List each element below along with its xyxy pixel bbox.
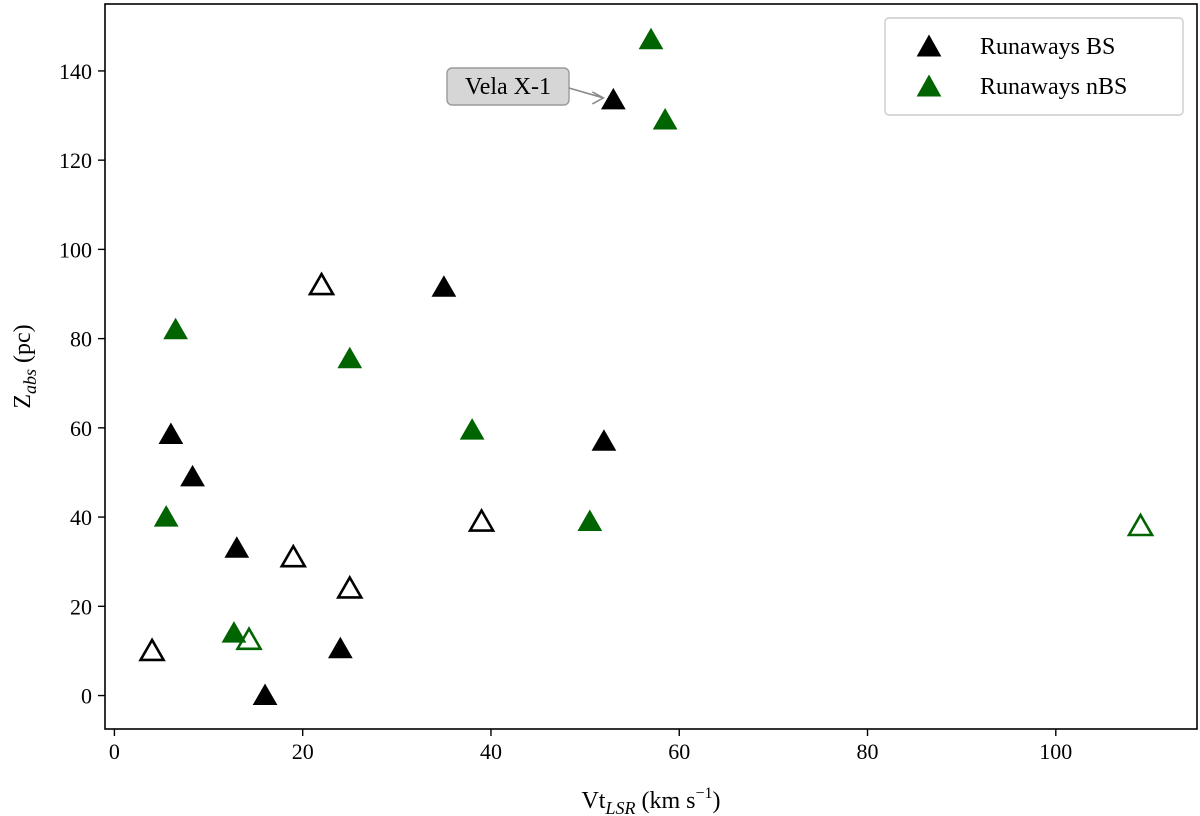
annotation-box	[446, 67, 570, 106]
point-bs	[158, 422, 184, 445]
point-bs	[252, 683, 278, 706]
legend-label-nbs: Runaways nBS	[980, 74, 1127, 100]
point-bs-open	[138, 637, 166, 662]
x-axis-label: VtLSR (km s−1)	[581, 785, 720, 816]
x-tick-label: 80	[857, 739, 879, 764]
point-nbs	[577, 509, 603, 532]
legend-frame	[884, 17, 1184, 116]
point-nbs	[221, 621, 247, 643]
x-tick-label: 40	[480, 739, 502, 764]
point-nbs	[638, 27, 664, 50]
point-bs	[327, 636, 353, 659]
x-axis-label-close: )	[713, 788, 721, 814]
point-nbs	[337, 346, 363, 369]
point-nbs	[163, 317, 188, 340]
x-axis-label-main: Vt	[581, 788, 605, 814]
x-axis-label-unit: (km s	[635, 788, 695, 814]
x-tick-label: 20	[292, 739, 314, 764]
y-tick-label: 100	[59, 237, 92, 262]
y-axis-label-unit: (pc)	[10, 324, 36, 369]
point-bs-open	[279, 543, 308, 568]
legend-marker-nbs	[916, 74, 942, 97]
y-axis-label-main: Z	[10, 394, 36, 409]
point-bs-open	[307, 271, 336, 296]
legend-label-bs: Runaways BS	[980, 34, 1115, 60]
point-bs	[431, 275, 457, 297]
y-tick-label: 140	[59, 59, 92, 84]
y-tick-label: 40	[70, 505, 92, 530]
point-nbs-open	[1126, 512, 1155, 537]
x-tick-label: 0	[109, 739, 120, 764]
point-bs	[224, 536, 250, 558]
point-nbs	[153, 505, 179, 527]
annotation-arrow	[568, 87, 606, 105]
annotation-vela-x1: Vela X-1	[446, 67, 606, 106]
y-tick-label: 20	[70, 594, 92, 619]
point-bs	[180, 464, 205, 487]
plot-frame	[104, 3, 1198, 730]
legend: Runaways BS Runaways nBS	[884, 17, 1184, 116]
ticks-layer: 0 20 40 60 80 100 0 20 40 60 80 100 120 140	[59, 59, 1072, 764]
marks-layer	[138, 27, 1155, 706]
x-axis-label-exp: −1	[695, 785, 712, 802]
y-axis-label: Zabs (pc)	[10, 324, 40, 408]
point-bs-open	[467, 507, 496, 532]
point-bs-open	[336, 574, 364, 599]
legend-marker-bs	[916, 34, 942, 57]
y-axis-label-sub: abs	[20, 369, 40, 394]
y-tick-label: 60	[70, 416, 92, 441]
y-tick-label: 80	[70, 327, 92, 352]
point-bs	[591, 429, 617, 451]
annotation-label: Vela X-1	[465, 74, 551, 100]
point-nbs	[652, 107, 678, 130]
x-tick-label: 100	[1039, 739, 1072, 764]
y-tick-label: 0	[81, 684, 92, 709]
point-nbs	[459, 418, 485, 440]
x-tick-label: 60	[668, 739, 690, 764]
x-axis-label-sub: LSR	[604, 798, 635, 816]
y-tick-label: 120	[59, 148, 92, 173]
point-bs	[600, 87, 626, 110]
